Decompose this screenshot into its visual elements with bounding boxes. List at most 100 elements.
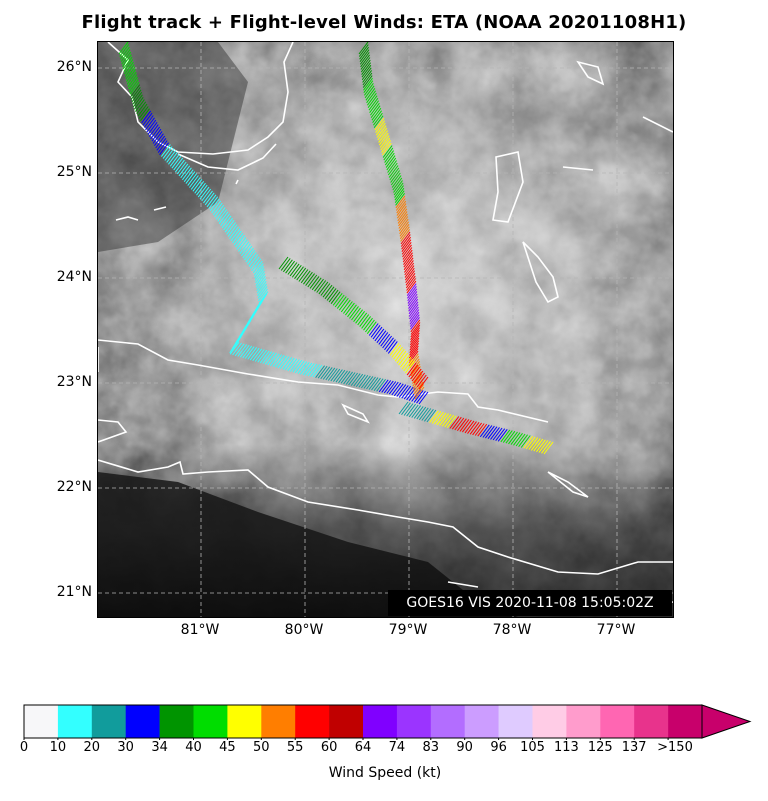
wind-barb xyxy=(269,353,280,367)
wind-barb xyxy=(164,148,175,161)
wind-barb xyxy=(340,299,351,313)
wind-barb xyxy=(403,252,413,265)
wind-barb xyxy=(374,328,385,342)
lon-label-78w: 78°W xyxy=(492,622,532,638)
wind-barb xyxy=(256,281,267,294)
wind-barb xyxy=(239,344,250,358)
wind-barb xyxy=(274,354,285,368)
wind-barb xyxy=(409,355,420,369)
wind-barb xyxy=(120,49,131,62)
wind-barb xyxy=(272,354,283,367)
wind-barb xyxy=(243,247,254,261)
wind-barb xyxy=(366,376,376,390)
south-shading xyxy=(98,42,673,617)
wind-barb xyxy=(242,245,253,259)
colorbar-segment xyxy=(668,705,703,738)
wind-barb xyxy=(364,319,375,333)
wind-barb xyxy=(406,283,417,296)
wind-barb xyxy=(192,179,203,192)
wind-barb xyxy=(294,360,305,374)
wind-barb xyxy=(362,75,373,88)
wind-barb xyxy=(128,79,139,93)
wind-barb xyxy=(403,358,414,372)
wind-barb xyxy=(147,122,158,135)
wind-barb xyxy=(150,126,160,140)
wind-barb xyxy=(391,382,402,396)
wind-barb xyxy=(292,359,303,373)
wind-barb xyxy=(304,363,315,376)
wind-barb xyxy=(345,372,356,385)
wind-barb xyxy=(409,340,420,354)
wind-barb xyxy=(528,437,539,450)
wind-barb xyxy=(484,425,495,439)
colorbar-segment xyxy=(396,705,432,738)
wind-barb xyxy=(497,428,508,442)
wind-barb xyxy=(358,374,369,388)
wind-barb xyxy=(366,321,377,335)
wind-barb xyxy=(173,157,184,171)
wind-barb xyxy=(325,367,336,381)
wind-barb xyxy=(399,226,410,240)
wind-barb xyxy=(206,194,217,208)
wind-barb xyxy=(317,365,328,379)
wind-barb xyxy=(399,221,410,234)
wind-barb xyxy=(359,52,370,65)
wind-barb xyxy=(358,42,369,55)
wind-barb xyxy=(408,353,419,367)
wind-barb xyxy=(403,257,414,271)
wind-barb xyxy=(459,419,470,432)
wind-barb xyxy=(287,262,298,275)
wind-barb xyxy=(326,288,337,301)
wind-barb xyxy=(533,438,544,452)
wind-barb xyxy=(255,275,266,289)
wind-barb xyxy=(397,208,408,222)
colorbar-tick-label: >150 xyxy=(657,740,693,755)
wind-barb xyxy=(381,142,392,156)
satellite-map[interactable] xyxy=(97,41,674,618)
wind-barb xyxy=(381,380,392,393)
wind-barb xyxy=(380,137,391,151)
wind-barb xyxy=(431,411,442,424)
wind-barb xyxy=(411,371,422,384)
wind-barb xyxy=(492,427,503,441)
wind-barb xyxy=(398,216,409,229)
colorbar-tick-label: 30 xyxy=(117,740,134,755)
wind-barb xyxy=(393,346,403,360)
wind-barb xyxy=(413,370,424,384)
colorbar-tick-label: 20 xyxy=(83,740,101,755)
wind-barb xyxy=(359,314,370,327)
wind-barb xyxy=(255,273,266,286)
wind-barb xyxy=(387,341,398,354)
wind-barbs xyxy=(118,42,554,455)
coastline-keys xyxy=(177,143,277,171)
wind-barb xyxy=(401,239,412,252)
wind-barb xyxy=(249,347,260,361)
wind-barb xyxy=(377,127,388,141)
wind-barb xyxy=(394,187,405,201)
coastline-cuba-north xyxy=(98,339,549,423)
wind-barb xyxy=(363,82,374,96)
colorbar-segment xyxy=(125,705,160,738)
wind-barb xyxy=(353,309,364,323)
lat-label-26n: 26°N xyxy=(56,59,92,75)
wind-barb xyxy=(239,241,250,254)
wind-barb xyxy=(127,74,138,88)
wind-barb xyxy=(211,200,222,214)
wind-barb xyxy=(169,154,180,167)
colorbar-tick-label: 45 xyxy=(219,740,236,755)
wind-barb xyxy=(380,333,391,347)
wind-barb xyxy=(155,135,166,149)
wind-barb xyxy=(400,234,411,247)
wind-barb xyxy=(444,414,455,428)
wind-barb xyxy=(389,167,400,181)
colorbar-segment xyxy=(295,705,330,738)
wind-barb xyxy=(368,323,379,336)
wind-barb xyxy=(406,403,417,417)
wind-barb xyxy=(378,130,389,143)
wind-barb xyxy=(151,128,162,142)
wind-barb xyxy=(410,366,420,380)
wind-barb xyxy=(513,432,523,446)
wind-barb xyxy=(388,165,399,178)
wind-barb xyxy=(409,311,420,325)
coastline-cuba-south xyxy=(98,459,673,575)
